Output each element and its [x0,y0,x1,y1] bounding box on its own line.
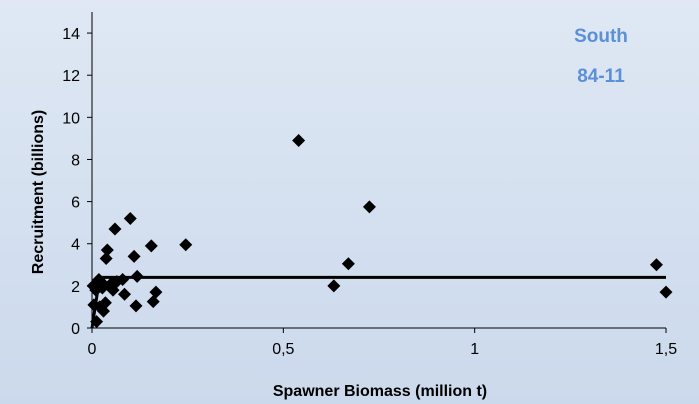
data-point [327,279,341,293]
y-tick-label: 8 [71,152,80,169]
x-tick-label: 1 [470,341,479,358]
data-point [341,257,355,271]
y-tick-label: 10 [62,110,80,127]
data-point [149,285,163,299]
data-point [99,251,113,265]
data-point [292,134,306,148]
x-tick-label: 0,5 [272,341,294,358]
y-tick-label: 12 [62,68,80,85]
x-axis-title: Spawner Biomass (million t) [273,383,487,400]
y-tick-label: 14 [62,26,80,43]
y-tick-label: 6 [71,195,80,212]
data-point [96,304,110,318]
tick-labels: 0 2 4 6 8 10 12 14 0 0,5 1 1,5 [62,26,677,358]
axes [87,12,667,333]
data-point [98,296,112,310]
x-tick-label: 1,5 [655,341,677,358]
data-point [100,243,114,257]
period-annotation: 84-11 [577,66,625,87]
y-axis-title: Recruitment (billions) [30,110,47,274]
region-annotation: South [574,26,628,47]
data-point [129,299,143,313]
data-point [144,239,158,253]
data-point [179,238,193,252]
data-point [90,315,104,329]
data-point [116,273,130,287]
data-point [127,249,141,263]
data-point [123,211,137,225]
data-point [130,269,144,283]
plot-area [86,134,673,329]
y-tick-label: 4 [71,237,80,254]
data-point [146,295,160,309]
data-point [649,258,663,272]
data-point [108,222,122,236]
y-tick-label: 0 [71,321,80,338]
y-tick-label: 2 [71,279,80,296]
data-point [362,200,376,214]
fit-line [90,275,666,329]
x-tick-label: 0 [88,341,97,358]
data-point [118,287,132,301]
data-point [659,285,673,299]
